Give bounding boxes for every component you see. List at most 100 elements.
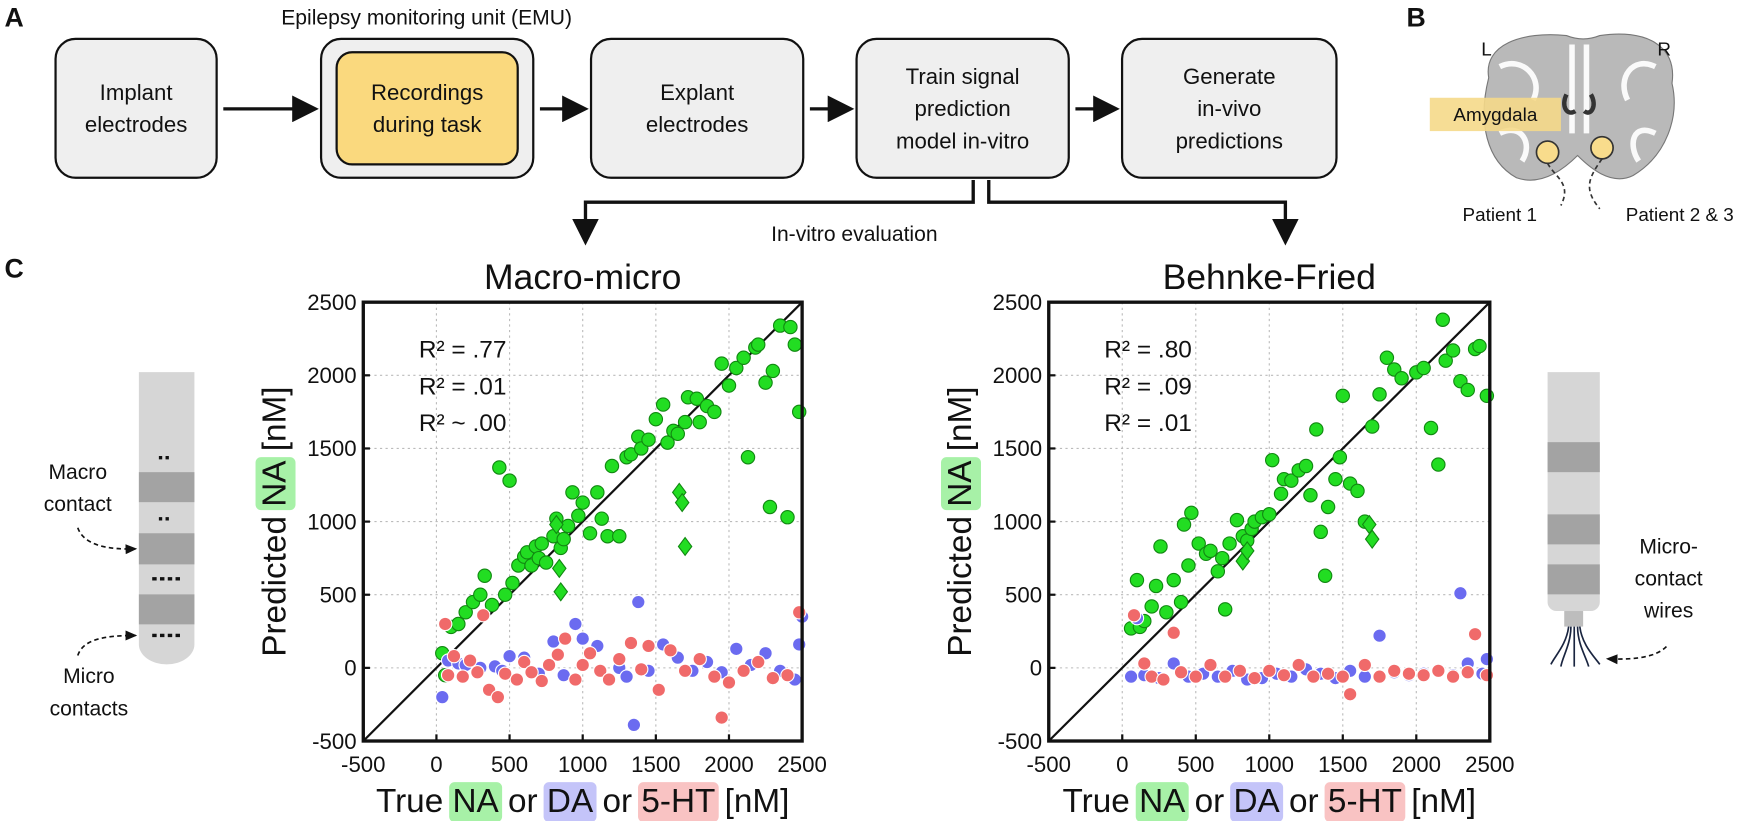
step-label: prediction <box>915 96 1011 121</box>
data-point <box>575 631 590 646</box>
data-point <box>1320 499 1336 515</box>
data-point <box>557 631 573 646</box>
data-point <box>1357 657 1373 673</box>
label-part: 5-HT <box>641 783 715 820</box>
data-point <box>1291 657 1306 673</box>
data-point <box>1394 371 1409 386</box>
data-point <box>758 375 773 390</box>
data-point <box>516 654 532 670</box>
data-point <box>1203 657 1218 673</box>
step-label: Train signal <box>906 64 1020 89</box>
data-point <box>1184 505 1199 521</box>
data-point <box>1445 343 1461 358</box>
data-point <box>1298 458 1314 474</box>
x-tick-label: 2000 <box>1392 752 1441 777</box>
data-point <box>594 511 609 526</box>
x-tick-label: 0 <box>1116 752 1128 777</box>
data-point <box>780 667 795 683</box>
label-part: or <box>593 783 641 820</box>
data-point <box>787 337 803 352</box>
data-point <box>729 360 744 376</box>
label-part: or <box>499 783 547 820</box>
data-point <box>458 605 473 620</box>
data-point <box>502 648 517 664</box>
data-point <box>541 657 557 673</box>
data-point <box>1156 672 1171 687</box>
y-axis-label: Predicted NA [nM] <box>942 386 979 656</box>
y-label-group: Predicted NA [nM] <box>940 386 981 657</box>
data-point <box>721 378 737 393</box>
y-tick-label: 500 <box>320 583 357 608</box>
label-part: Predicted <box>942 507 979 657</box>
label-highlight <box>449 782 503 821</box>
y-tick-label: 2000 <box>993 363 1042 388</box>
data-point <box>1181 558 1196 573</box>
data-point <box>1215 550 1230 566</box>
x-axis-label: True NA or DA or 5-HT [nM] <box>1063 783 1476 820</box>
label-part: NA <box>1139 783 1186 820</box>
data-point <box>1467 627 1483 642</box>
step-label: Implant <box>100 80 173 105</box>
data-point <box>1364 529 1380 549</box>
data-point <box>765 670 781 686</box>
label-part: or <box>1185 783 1233 820</box>
data-point <box>1188 669 1203 684</box>
data-point <box>1416 360 1431 376</box>
data-point <box>473 587 488 602</box>
label-part: 5-HT <box>1328 783 1402 820</box>
x-tick-label: 0 <box>430 752 442 777</box>
y-tick-label: -500 <box>312 729 356 754</box>
label-highlight <box>255 457 296 511</box>
data-point <box>565 485 580 500</box>
data-point <box>1126 607 1142 623</box>
label-part: [nM] <box>715 783 789 820</box>
chart-title: Macro-micro <box>484 257 682 297</box>
data-point <box>626 717 642 733</box>
data-point <box>470 665 485 680</box>
data-point <box>477 568 492 583</box>
electrode-label: contacts <box>50 697 129 720</box>
data-point <box>1379 350 1395 365</box>
data-point <box>1320 666 1336 681</box>
brain-label: R <box>1657 40 1671 61</box>
data-point <box>714 710 729 725</box>
y-tick-label: 2000 <box>307 363 356 388</box>
data-point <box>551 558 567 579</box>
data-point <box>1453 586 1468 601</box>
r2-label: R² = .01 <box>1104 410 1192 437</box>
data-point <box>692 414 707 430</box>
data-point <box>633 662 649 677</box>
label-part: True <box>376 783 453 820</box>
x-tick-label: 1500 <box>631 752 680 777</box>
label-part: NA <box>453 783 500 820</box>
macro-electrode <box>76 372 195 665</box>
data-point <box>707 404 722 420</box>
data-point <box>1173 665 1189 680</box>
data-point <box>1438 353 1453 368</box>
label-part: NA <box>942 460 979 507</box>
data-point <box>571 508 586 523</box>
data-point <box>1129 572 1145 588</box>
data-point <box>648 411 664 427</box>
label-highlight <box>940 457 981 511</box>
x-tick-label: 1000 <box>558 752 607 777</box>
y-label-group: Predicted NA [nM] <box>255 386 296 657</box>
patient-label: Patient 2 & 3 <box>1626 205 1734 226</box>
data-point <box>1479 388 1495 404</box>
data-point <box>1309 422 1324 437</box>
data-point <box>1247 670 1262 686</box>
data-point <box>619 669 634 684</box>
panel-label: B <box>1406 3 1425 33</box>
r2-label: R² = .09 <box>1104 373 1192 400</box>
electrode-label: contact <box>44 493 112 516</box>
x-tick-label: -500 <box>1027 752 1071 777</box>
data-point <box>707 669 722 684</box>
y-tick-label: 500 <box>1005 583 1042 608</box>
y-tick-label: 2500 <box>993 290 1042 315</box>
label-part: Predicted <box>257 507 294 657</box>
data-point <box>740 450 756 465</box>
label-highlight <box>1135 782 1189 821</box>
data-point <box>692 651 707 667</box>
data-point <box>492 460 507 475</box>
data-point <box>462 653 478 668</box>
